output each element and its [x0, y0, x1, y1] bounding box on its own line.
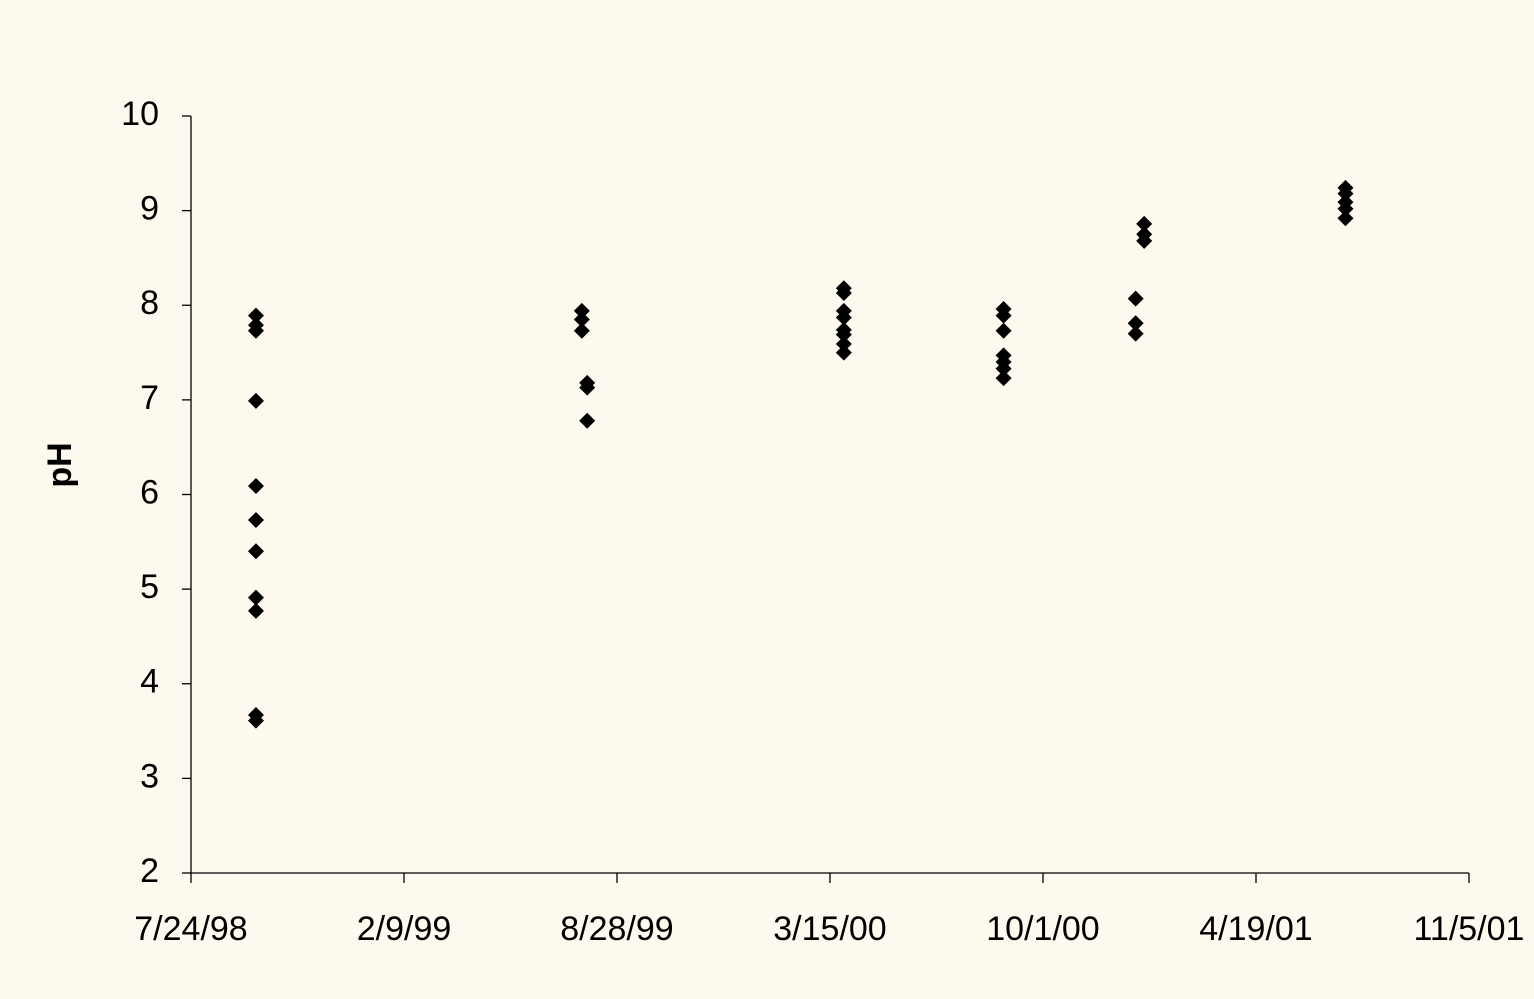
y-tick-label: 3 — [140, 757, 159, 795]
y-tick-label: 6 — [140, 473, 159, 511]
y-tick-label: 10 — [121, 95, 159, 133]
data-point — [1136, 232, 1153, 249]
data-point — [247, 307, 264, 324]
y-axis-title: pH — [41, 442, 79, 487]
y-tick-label: 8 — [140, 284, 159, 322]
x-tick-label: 4/19/01 — [1199, 910, 1312, 948]
data-point — [835, 309, 852, 326]
x-tick-label: 3/15/00 — [773, 910, 886, 948]
data-point — [247, 477, 264, 494]
y-tick-label: 5 — [140, 568, 159, 606]
data-point — [247, 602, 264, 619]
data-point — [247, 392, 264, 409]
x-tick-label: 2/9/99 — [357, 910, 452, 948]
data-point — [1127, 290, 1144, 307]
data-point — [995, 370, 1012, 387]
x-tick-label: 10/1/00 — [986, 910, 1099, 948]
data-point — [573, 322, 590, 339]
data-point — [1127, 315, 1144, 332]
data-point — [247, 712, 264, 729]
data-point — [995, 322, 1012, 339]
x-tick-label: 8/28/99 — [560, 910, 673, 948]
data-point — [835, 336, 852, 353]
data-point — [835, 344, 852, 361]
data-point — [579, 412, 596, 429]
data-point — [579, 379, 596, 396]
y-tick-label: 7 — [140, 379, 159, 417]
data-point — [835, 284, 852, 301]
data-point — [573, 311, 590, 328]
data-point — [247, 589, 264, 606]
data-point — [1337, 200, 1354, 217]
x-tick-label: 11/5/01 — [1414, 910, 1525, 948]
data-point — [573, 302, 590, 319]
data-point — [1136, 215, 1153, 232]
y-tick-label: 2 — [140, 852, 159, 890]
y-tick-label: 4 — [140, 663, 159, 701]
data-point — [1337, 185, 1354, 202]
x-tick-label: 7/24/98 — [134, 910, 247, 948]
data-point — [835, 326, 852, 343]
data-point — [247, 512, 264, 529]
y-tick-label: 9 — [140, 190, 159, 228]
data-point — [1127, 325, 1144, 342]
data-point — [995, 360, 1012, 377]
data-point — [247, 322, 264, 339]
data-point — [995, 307, 1012, 324]
data-point — [247, 543, 264, 560]
data-point — [1337, 210, 1354, 227]
